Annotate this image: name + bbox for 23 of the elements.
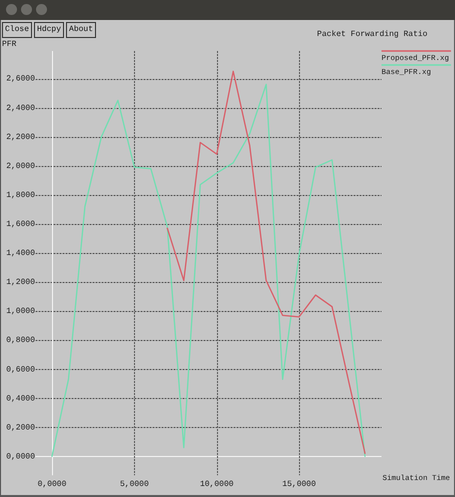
y-tick-label: 2,2000 bbox=[6, 132, 36, 142]
y-tick-label: 0,0000 bbox=[6, 452, 36, 462]
y-tick-label: 0,2000 bbox=[6, 423, 36, 432]
y-tick-label: 1,8000 bbox=[6, 190, 36, 200]
chart-title: Packet Forwarding Ratio bbox=[317, 30, 428, 39]
y-tick-label: 2,6000 bbox=[6, 74, 36, 84]
y-axis-title: PFR bbox=[2, 40, 17, 49]
x-tick-label: 0,0000 bbox=[38, 480, 67, 490]
button: Close bbox=[2, 22, 32, 38]
x-tick-label: 10,0000 bbox=[200, 480, 234, 490]
y-tick-label: 1,6000 bbox=[6, 220, 36, 229]
button: About bbox=[66, 22, 96, 38]
y-tick-label: 0,6000 bbox=[6, 365, 36, 374]
y-tick-label: 0,8000 bbox=[6, 336, 36, 346]
y-tick-label: 1,4000 bbox=[6, 249, 36, 258]
x-tick-label: 5,0000 bbox=[120, 480, 149, 490]
y-tick-label: 0,4000 bbox=[6, 394, 36, 404]
x-tick-label: 15,0000 bbox=[282, 480, 316, 490]
y-tick-label: 2,0000 bbox=[6, 162, 36, 171]
y-tick-label: 2,4000 bbox=[6, 104, 36, 113]
y-tick-label: 1,2000 bbox=[6, 278, 36, 288]
button: Hdcpy bbox=[34, 22, 64, 38]
y-tick-label: 1,0000 bbox=[6, 307, 36, 316]
